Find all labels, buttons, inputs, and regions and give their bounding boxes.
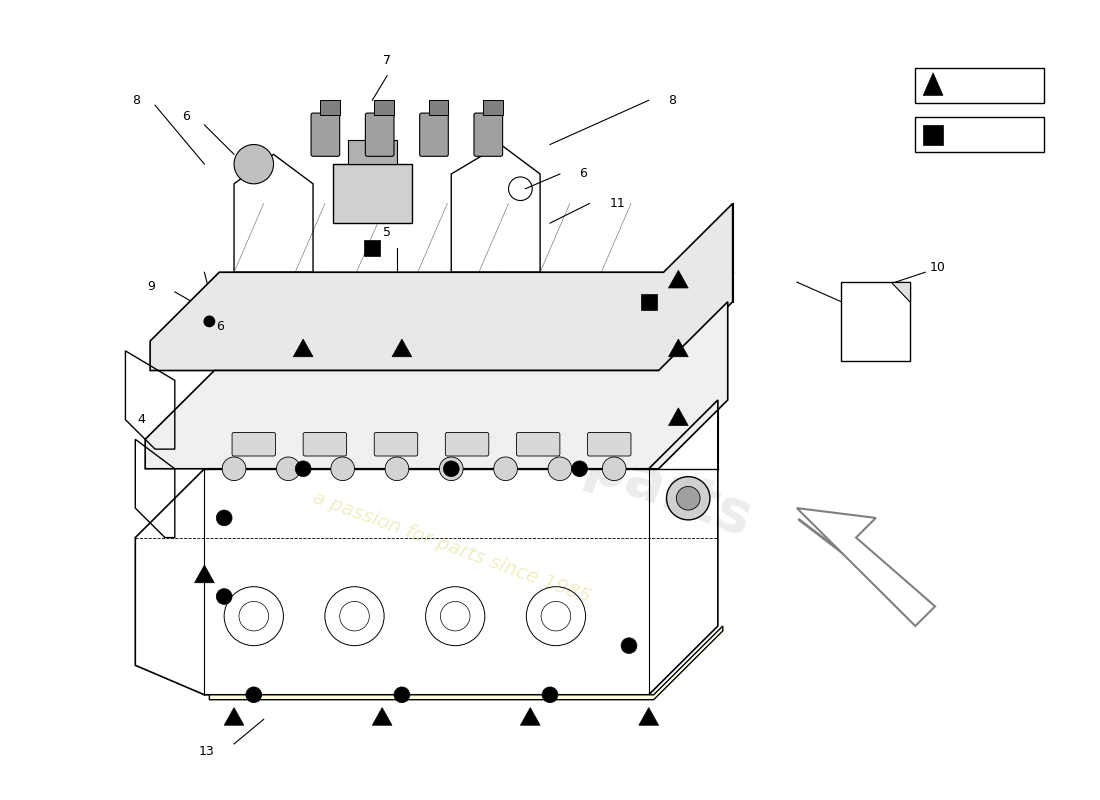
- FancyBboxPatch shape: [374, 433, 418, 456]
- FancyBboxPatch shape: [333, 164, 411, 223]
- FancyBboxPatch shape: [641, 294, 657, 310]
- Polygon shape: [891, 282, 911, 302]
- FancyBboxPatch shape: [304, 433, 346, 456]
- Circle shape: [542, 687, 558, 702]
- Polygon shape: [195, 565, 214, 582]
- Text: = 1: = 1: [978, 79, 1001, 92]
- Text: = 2: = 2: [978, 128, 1001, 141]
- Text: 7: 7: [383, 54, 392, 67]
- Circle shape: [394, 687, 410, 702]
- Polygon shape: [796, 508, 935, 626]
- FancyBboxPatch shape: [365, 113, 394, 156]
- Text: 5: 5: [383, 226, 392, 239]
- FancyBboxPatch shape: [474, 113, 503, 156]
- Circle shape: [331, 457, 354, 481]
- Polygon shape: [669, 270, 689, 288]
- FancyBboxPatch shape: [923, 125, 943, 145]
- Circle shape: [494, 457, 517, 481]
- Circle shape: [667, 477, 710, 520]
- FancyBboxPatch shape: [483, 100, 503, 115]
- Polygon shape: [923, 73, 943, 95]
- Text: 11: 11: [609, 197, 625, 210]
- Circle shape: [217, 589, 232, 604]
- Text: 10: 10: [931, 261, 946, 274]
- FancyBboxPatch shape: [364, 240, 381, 255]
- Text: 12: 12: [404, 398, 419, 411]
- Circle shape: [217, 510, 232, 526]
- Circle shape: [234, 145, 274, 184]
- Circle shape: [548, 457, 572, 481]
- Polygon shape: [520, 707, 540, 726]
- Circle shape: [443, 461, 459, 477]
- Polygon shape: [150, 203, 733, 370]
- Text: 6: 6: [580, 167, 587, 181]
- Circle shape: [276, 457, 300, 481]
- Polygon shape: [669, 339, 689, 357]
- Text: 13: 13: [198, 746, 214, 758]
- FancyBboxPatch shape: [374, 100, 394, 115]
- Polygon shape: [145, 302, 728, 469]
- FancyBboxPatch shape: [915, 68, 1044, 103]
- FancyBboxPatch shape: [348, 140, 397, 164]
- Text: 8: 8: [132, 94, 140, 106]
- FancyBboxPatch shape: [320, 100, 340, 115]
- FancyBboxPatch shape: [516, 433, 560, 456]
- FancyBboxPatch shape: [311, 113, 340, 156]
- FancyBboxPatch shape: [915, 117, 1044, 152]
- Text: eurocarparts: eurocarparts: [341, 350, 759, 549]
- Circle shape: [204, 315, 216, 327]
- Polygon shape: [294, 339, 313, 357]
- Polygon shape: [209, 626, 723, 700]
- Circle shape: [246, 687, 262, 702]
- Text: 9: 9: [147, 281, 155, 294]
- Circle shape: [621, 638, 637, 654]
- Polygon shape: [372, 707, 392, 726]
- FancyBboxPatch shape: [446, 433, 488, 456]
- Circle shape: [295, 461, 311, 477]
- Text: 6: 6: [182, 110, 189, 123]
- Circle shape: [439, 457, 463, 481]
- Polygon shape: [669, 408, 689, 426]
- FancyBboxPatch shape: [587, 433, 631, 456]
- Circle shape: [603, 457, 626, 481]
- Polygon shape: [392, 339, 411, 357]
- Text: 4: 4: [138, 413, 145, 426]
- FancyBboxPatch shape: [429, 100, 449, 115]
- Text: 6: 6: [217, 320, 224, 333]
- FancyBboxPatch shape: [232, 433, 275, 456]
- Polygon shape: [224, 707, 244, 726]
- Circle shape: [222, 457, 246, 481]
- Circle shape: [385, 457, 409, 481]
- Text: 8: 8: [669, 94, 676, 106]
- Polygon shape: [639, 707, 659, 726]
- Circle shape: [676, 486, 700, 510]
- Circle shape: [572, 461, 587, 477]
- FancyBboxPatch shape: [842, 282, 911, 361]
- Text: a passion for parts since 1985: a passion for parts since 1985: [309, 488, 593, 606]
- FancyBboxPatch shape: [420, 113, 449, 156]
